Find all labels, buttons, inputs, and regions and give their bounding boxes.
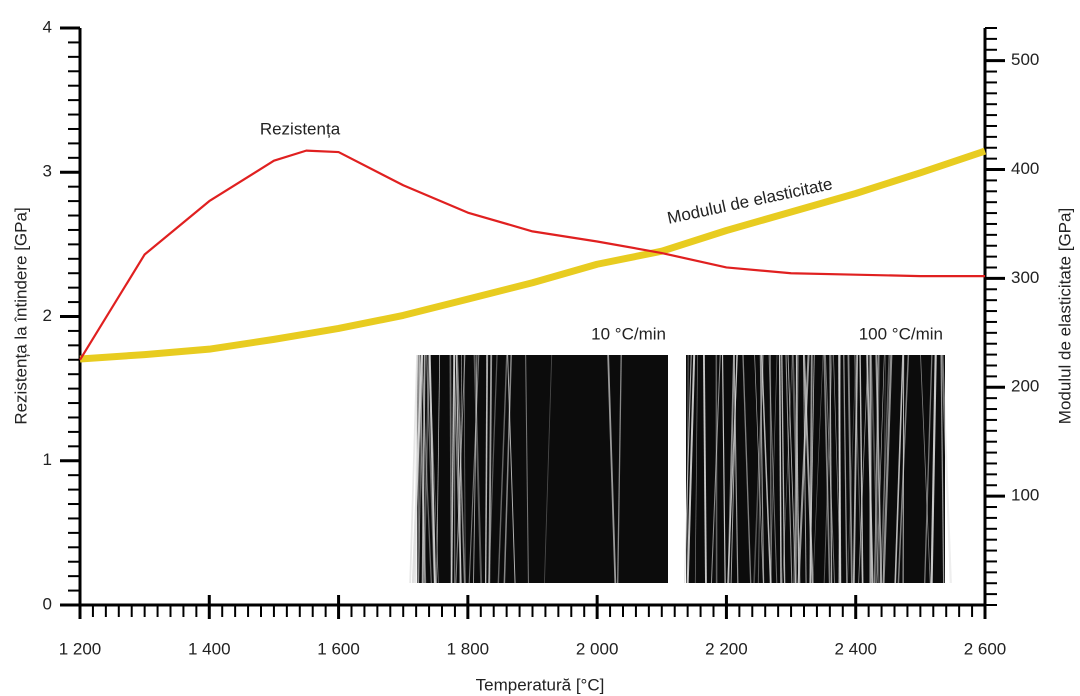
y-tick-label: 1 — [43, 450, 52, 469]
x-axis-title: Temperatură [°C] — [476, 675, 605, 694]
chart: Temperatură [°C] Rezistența la întindere… — [0, 0, 1080, 696]
y-tick-label: 2 — [43, 306, 52, 325]
inset-texture — [903, 355, 904, 583]
y2-tick-label: 300 — [1011, 268, 1039, 287]
y2-tick-label: 100 — [1011, 486, 1039, 505]
x-tick-label: 2 200 — [705, 639, 748, 658]
y-tick-label: 4 — [43, 17, 52, 36]
series-annotation: Modulul de elasticitate — [666, 174, 834, 228]
y-axis-title: Rezistența la întindere [GPa] — [11, 207, 30, 424]
inset-texture — [796, 355, 797, 583]
x-tick-label: 1 400 — [188, 639, 231, 658]
series-line — [80, 151, 985, 359]
y2-tick-label: 200 — [1011, 377, 1039, 396]
y2-tick-label: 400 — [1011, 159, 1039, 178]
series-annotation: Rezistența — [260, 119, 341, 138]
x-tick-label: 2 400 — [834, 639, 877, 658]
inset-texture — [839, 355, 840, 583]
inset-label: 10 °C/min — [591, 324, 666, 343]
inset-label: 100 °C/min — [859, 324, 943, 343]
y-tick-label: 0 — [43, 594, 52, 613]
x-tick-label: 2 000 — [576, 639, 619, 658]
x-tick-label: 1 800 — [447, 639, 490, 658]
y2-axis-title: Modulul de elasticitate [GPa] — [1055, 208, 1074, 424]
series-line — [80, 151, 985, 360]
y2-tick-label: 500 — [1011, 50, 1039, 69]
y-tick-label: 3 — [43, 162, 52, 181]
x-tick-label: 1 200 — [59, 639, 102, 658]
x-tick-label: 2 600 — [964, 639, 1007, 658]
x-tick-label: 1 600 — [317, 639, 360, 658]
inset-texture — [770, 355, 771, 583]
